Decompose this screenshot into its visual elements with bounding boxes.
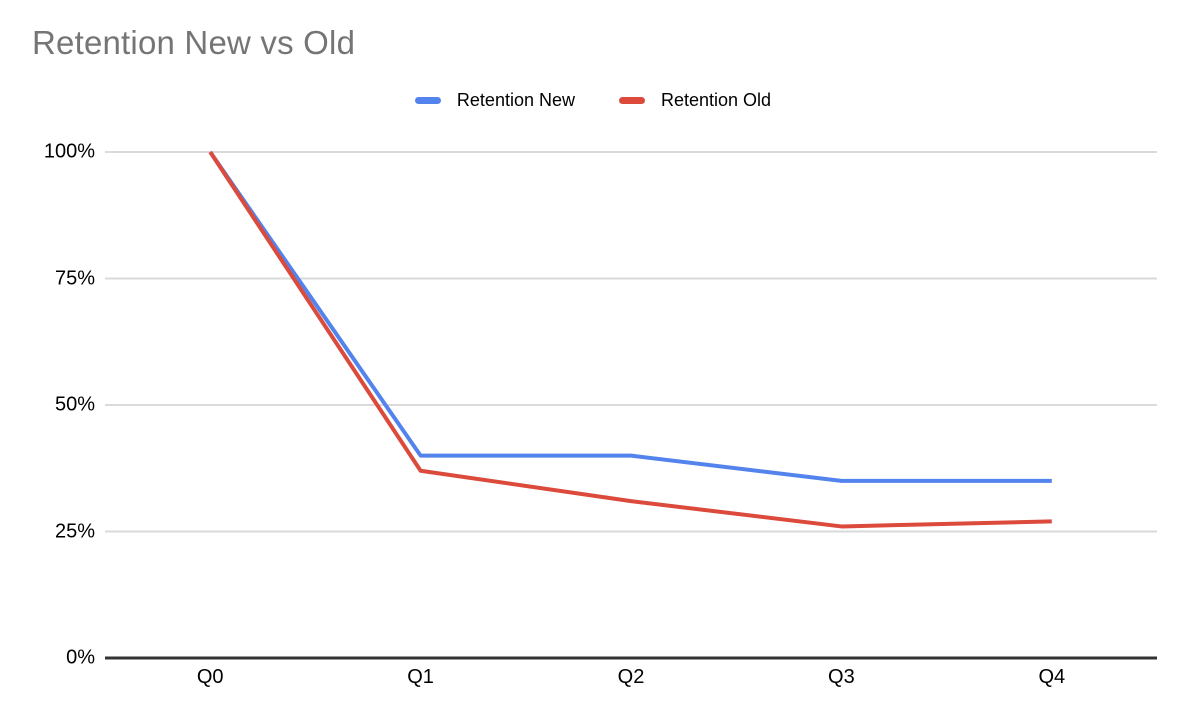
- y-tick-label: 25%: [54, 520, 95, 542]
- x-tick-label: Q2: [617, 666, 645, 688]
- x-tick-label: Q1: [407, 666, 434, 688]
- x-tick-label: Q4: [1038, 666, 1066, 688]
- x-tick-label: Q3: [828, 666, 855, 688]
- y-tick-label: 100%: [43, 140, 95, 163]
- y-tick-label: 50%: [54, 393, 95, 416]
- y-tick-label: 75%: [54, 267, 95, 289]
- series-swatch-icon: [414, 97, 441, 104]
- y-tick-label: 0%: [66, 646, 95, 669]
- legend-item-retention-old: Retention Old: [619, 90, 771, 111]
- legend-label: Retention Old: [661, 90, 772, 110]
- legend-item-retention-new: Retention New: [414, 90, 575, 111]
- series-swatch-icon: [619, 97, 645, 104]
- chart-title: Retention New vs Old: [32, 24, 356, 61]
- legend-label: Retention New: [456, 90, 575, 110]
- series-line-retention-old: [208, 150, 1052, 529]
- legend: Retention New Retention Old: [0, 90, 1186, 111]
- series-line-retention-new: [208, 150, 1052, 483]
- x-tick-label: Q0: [196, 666, 224, 688]
